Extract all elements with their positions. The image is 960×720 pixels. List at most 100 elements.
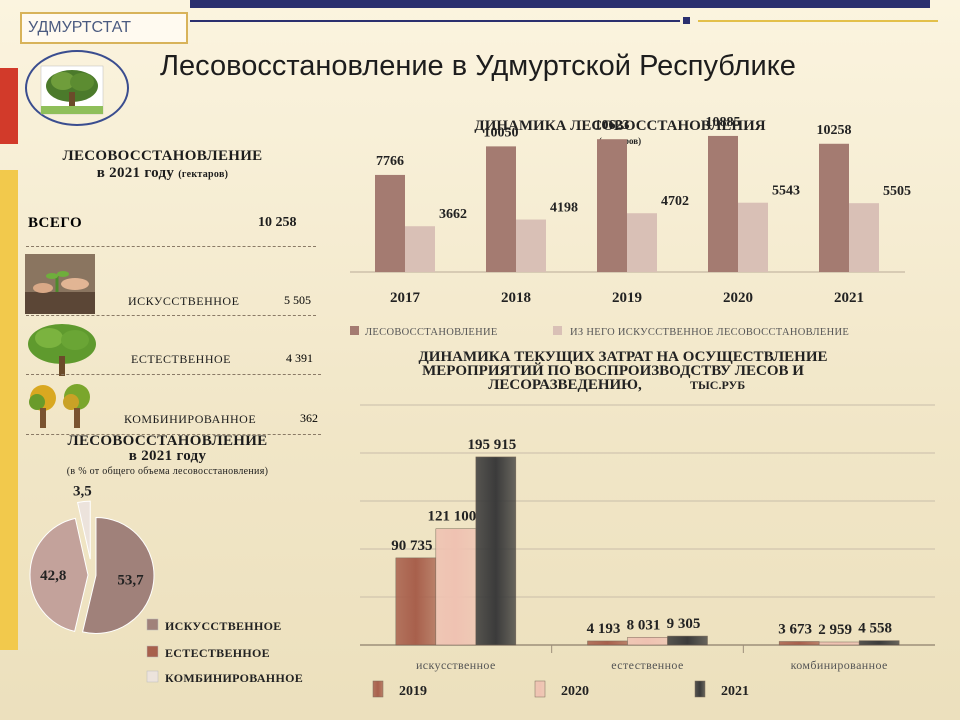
data-label: 4702	[661, 194, 689, 209]
legend-swatch-2021	[694, 680, 706, 698]
top-accent-square	[683, 17, 690, 24]
data-label: 10050	[484, 125, 519, 140]
two-trees-icon	[25, 382, 97, 430]
data-label: 4 193	[587, 621, 621, 637]
pie-legend-label: КОМБИНИРОВАННОЕ	[165, 671, 303, 685]
chart-title: ДИНАМИКА ЛЕСОВОССТАНОВЛЕНИЯ	[474, 118, 765, 134]
pie-heading-line1: ЛЕСОВОССТАНОВЛЕНИЕ	[67, 433, 268, 449]
cost-bar-2020-2	[818, 641, 860, 646]
bar-total-2020	[708, 135, 738, 272]
legend-label-2020: 2020	[561, 684, 589, 699]
pie-heading-subtitle: (в % от общего объема лесовосстановления…	[66, 466, 269, 477]
summary-natural-value: 4 391	[286, 351, 313, 365]
pie-legend-label: ЕСТЕСТВЕННОЕ	[165, 646, 270, 660]
cost-bar-2021-1	[667, 635, 708, 646]
tick-label-2020: 2020	[723, 290, 753, 306]
data-label: 90 735	[391, 538, 432, 554]
category-label: искусственное	[416, 658, 496, 672]
pie-label: 53,7	[117, 572, 144, 588]
summary-natural-label: ЕСТЕСТВЕННОЕ	[131, 352, 231, 366]
summary-heading-line2: в 2021 году (гектаров)	[20, 165, 305, 182]
top-accent-line	[190, 20, 680, 22]
tick-label-2017: 2017	[390, 290, 421, 306]
summary-combined-label: КОМБИНИРОВАННОЕ	[124, 412, 257, 426]
bar-total-2019	[597, 139, 627, 272]
pie-heading-line2: в 2021 году	[128, 448, 207, 464]
tick-label-2018: 2018	[501, 290, 531, 306]
pie-slice-искусственное	[82, 516, 155, 634]
data-label: 3 673	[778, 621, 812, 637]
summary-heading-year: в 2021 году	[96, 165, 175, 181]
data-label: 5543	[772, 184, 800, 199]
category-label: комбинированное	[791, 658, 888, 672]
divider	[26, 434, 321, 435]
data-label: 8 031	[627, 617, 661, 633]
divider	[26, 246, 316, 247]
top-accent-bar	[190, 0, 930, 8]
pie-legend-swatch	[146, 645, 159, 658]
legend-label-2019: 2019	[399, 684, 427, 699]
chart-title-unit: ТЫС.РУБ	[690, 378, 745, 392]
chart-title-line2: МЕРОПРИЯТИЙ ПО ВОСПРОИЗВОДСТВУ ЛЕСОВ И	[422, 362, 804, 379]
legend-label-total: ЛЕСОВОССТАНОВЛЕНИЕ	[365, 327, 498, 338]
data-label: 195 915	[467, 437, 516, 453]
cost-bar-2021-0	[475, 456, 517, 646]
pie-legend-swatch	[146, 618, 159, 631]
summary-heading: ЛЕСОВОССТАНОВЛЕНИЕ в 2021 году (гектаров…	[20, 148, 305, 182]
legend-swatch-2019	[372, 680, 384, 698]
bar-total-2021	[819, 143, 849, 272]
pie-slice-комбинированное	[76, 500, 91, 560]
data-label: 10885	[706, 115, 741, 130]
bar-artificial-2021	[849, 203, 879, 272]
summary-combined-value: 362	[300, 411, 318, 425]
pie-label: 3,5	[73, 483, 92, 499]
bar-total-2018	[486, 146, 516, 272]
chart-title-line1: ДИНАМИКА ТЕКУЩИХ ЗАТРАТ НА ОСУЩЕСТВЛЕНИЕ	[418, 349, 827, 365]
pie-label: 42,8	[40, 568, 66, 584]
cost-bar-2019-2	[778, 641, 820, 646]
data-label: 3662	[439, 207, 467, 222]
brand-label: УДМУРТСТАТ	[20, 12, 188, 44]
costs-bar-chart: ДИНАМИКА ТЕКУЩИХ ЗАТРАТ НА ОСУЩЕСТВЛЕНИЕ…	[360, 349, 935, 699]
summary-total-value: 10 258	[258, 215, 297, 230]
summary-heading-line1: ЛЕСОВОССТАНОВЛЕНИЕ	[62, 148, 263, 164]
legend-swatch-2020	[534, 680, 546, 698]
pie-heading: ЛЕСОВОССТАНОВЛЕНИЕ в 2021 году (в % от о…	[20, 434, 315, 479]
tree-logo-icon	[25, 50, 129, 126]
data-label: 2 959	[818, 622, 852, 638]
data-label: 10258	[817, 123, 852, 138]
data-label: 10623	[595, 118, 630, 133]
pie-slice-естественное	[29, 517, 89, 633]
cost-bar-2020-0	[435, 528, 477, 646]
legend-label-2021: 2021	[721, 684, 749, 699]
bar-artificial-2017	[405, 226, 435, 272]
pie-chart: 53,7 42,8 3,5 ИСКУССТВЕННОЕ ЕСТЕСТВЕННОЕ КОМБ…	[29, 483, 303, 685]
category-label: естественное	[611, 658, 683, 672]
cost-bar-2019-1	[587, 640, 628, 646]
bar-artificial-2018	[516, 219, 546, 272]
cost-bar-2019-0	[395, 557, 437, 646]
seedling-planting-icon	[25, 254, 95, 314]
data-label: 5505	[883, 184, 911, 199]
tree-icon	[25, 318, 100, 378]
divider	[26, 374, 321, 375]
summary-artificial-label: ИСКУССТВЕННОЕ	[128, 294, 240, 308]
cost-bar-2020-1	[627, 637, 668, 646]
data-label: 121 100	[427, 509, 476, 525]
data-label: 4198	[550, 201, 578, 216]
pie-legend-label: ИСКУССТВЕННОЕ	[165, 619, 282, 633]
tick-label-2021: 2021	[834, 290, 864, 306]
legend-swatch-artificial	[553, 326, 562, 335]
side-accent-red	[0, 68, 18, 144]
divider	[26, 315, 316, 316]
chart-title-line3: ЛЕСОРАЗВЕДЕНИЮ,	[488, 377, 642, 393]
summary-total-label: ВСЕГО	[28, 215, 83, 231]
data-label: 9 305	[667, 616, 701, 632]
legend-label-artificial: ИЗ НЕГО ИСКУССТВЕННОЕ ЛЕСОВОССТАНОВЛЕНИЕ	[570, 327, 849, 338]
page-title: Лесовосстановление в Удмуртской Республи…	[160, 50, 796, 82]
side-accent-yellow	[0, 170, 18, 650]
legend-swatch-total	[350, 326, 359, 335]
data-label: 4 558	[858, 621, 892, 637]
data-label: 7766	[376, 154, 404, 169]
summary-artificial-value: 5 505	[284, 293, 311, 307]
